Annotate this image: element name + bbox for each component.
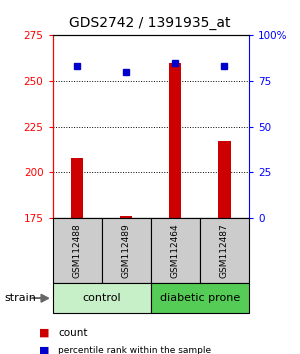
Bar <box>120 216 132 218</box>
Text: GSM112487: GSM112487 <box>220 223 229 278</box>
Bar <box>71 158 83 218</box>
Text: count: count <box>58 328 88 338</box>
Text: diabetic prone: diabetic prone <box>160 293 240 303</box>
Text: GSM112489: GSM112489 <box>122 223 131 278</box>
Text: GSM112464: GSM112464 <box>171 223 180 278</box>
Bar <box>218 141 231 218</box>
Text: percentile rank within the sample: percentile rank within the sample <box>58 346 212 354</box>
Text: control: control <box>82 293 121 303</box>
Bar <box>169 63 182 218</box>
Text: ■: ■ <box>39 328 50 338</box>
Text: strain: strain <box>4 293 36 303</box>
Text: GDS2742 / 1391935_at: GDS2742 / 1391935_at <box>69 16 231 30</box>
Text: ■: ■ <box>39 346 50 354</box>
Text: GSM112488: GSM112488 <box>73 223 82 278</box>
